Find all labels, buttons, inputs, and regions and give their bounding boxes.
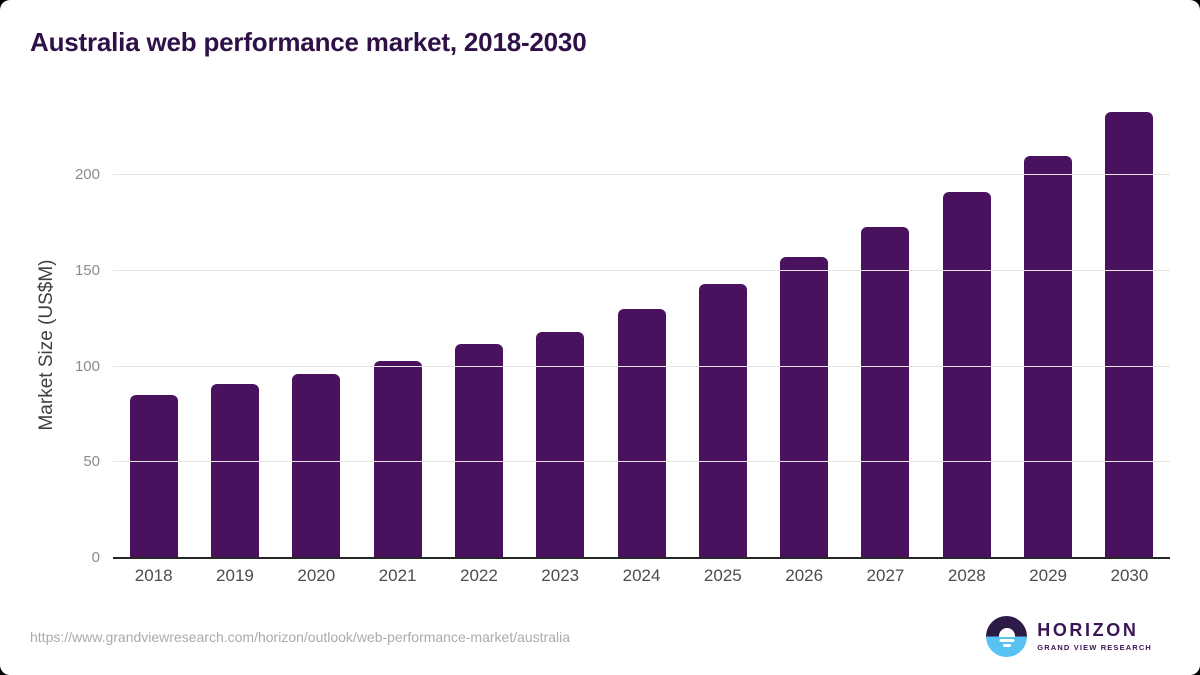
horizon-logo: HORIZON GRAND VIEW RESEARCH: [986, 616, 1152, 657]
source-url: https://www.grandviewresearch.com/horizo…: [30, 629, 571, 645]
y-tick-label-150: 150: [74, 261, 100, 279]
x-tick-label-2029: 2029: [1029, 566, 1067, 585]
gridline-100: [113, 365, 1170, 367]
x-tick-label-2026: 2026: [785, 566, 824, 585]
x-tick-label-2021: 2021: [378, 566, 417, 585]
bar-slot-2021: [357, 100, 438, 558]
x-tick-label-2027: 2027: [866, 566, 905, 585]
x-tick-label-2020: 2020: [297, 566, 336, 585]
sun-icon-hole: [998, 628, 1015, 637]
bar-slot-2025: [682, 100, 763, 558]
bar-2021: [373, 360, 422, 558]
bar-slot-2027: [845, 100, 926, 558]
bar-2020: [292, 374, 341, 558]
y-tick-label-200: 200: [74, 166, 100, 183]
gridline-150: [113, 269, 1170, 271]
x-axis-labels: 2018 2019 2020 2021 2022 2023 2024 2025 2026 2027…: [113, 566, 1170, 586]
bar-series: [113, 100, 1170, 558]
x-tick-label-2023: 2023: [541, 566, 580, 585]
bar-slot-2028: [926, 100, 1007, 558]
x-tick-label-2025: 2025: [703, 566, 742, 585]
y-axis-title: Market Size (US$M): [36, 259, 57, 431]
y-tick-label-50: 50: [83, 453, 100, 471]
bar-2023: [536, 332, 585, 558]
gridline-50: [113, 461, 1170, 463]
horizon-sun-icon: [986, 616, 1028, 657]
bar-2024: [617, 309, 666, 558]
bar-slot-2020: [276, 100, 357, 558]
sun-icon-reflection-line: [1002, 644, 1011, 647]
plot-area: 0 50 100 150 200: [75, 100, 1170, 566]
bar-slot-2024: [601, 100, 682, 558]
bar-slot-2030: [1089, 100, 1170, 558]
logo-text: HORIZON GRAND VIEW RESEARCH: [1037, 620, 1152, 653]
x-tick-label-2028: 2028: [947, 566, 986, 585]
sun-icon-reflection-line: [999, 639, 1015, 642]
bar-slot-2023: [520, 100, 601, 558]
bar-2019: [210, 383, 259, 558]
logo-tagline: GRAND VIEW RESEARCH: [1037, 643, 1152, 652]
gridline-200: [113, 174, 1170, 175]
bar-slot-2026: [764, 100, 845, 558]
bar-2026: [780, 257, 829, 558]
bar-2030: [1105, 111, 1154, 558]
y-tick-label-100: 100: [74, 357, 100, 375]
bar-2018: [129, 395, 178, 558]
bar-2022: [454, 343, 503, 558]
x-tick-label-2030: 2030: [1110, 566, 1149, 585]
bar-slot-2022: [438, 100, 519, 558]
x-tick-label-2018: 2018: [134, 566, 173, 585]
x-tick-label-2024: 2024: [622, 566, 661, 585]
bar-2029: [1024, 155, 1073, 558]
x-tick-label-2019: 2019: [216, 566, 254, 585]
bar-2028: [942, 192, 991, 558]
y-tick-label-0: 0: [91, 549, 100, 566]
logo-brand: HORIZON: [1037, 620, 1139, 640]
x-axis-line: [113, 557, 1170, 559]
bar-slot-2018: [113, 100, 194, 558]
bar-slot-2019: [194, 100, 275, 558]
x-tick-label-2022: 2022: [459, 566, 498, 585]
bar-slot-2029: [1007, 100, 1088, 558]
chart-title: Australia web performance market, 2018-2…: [30, 27, 587, 57]
bar-2027: [861, 226, 910, 558]
bar-2025: [698, 284, 747, 558]
